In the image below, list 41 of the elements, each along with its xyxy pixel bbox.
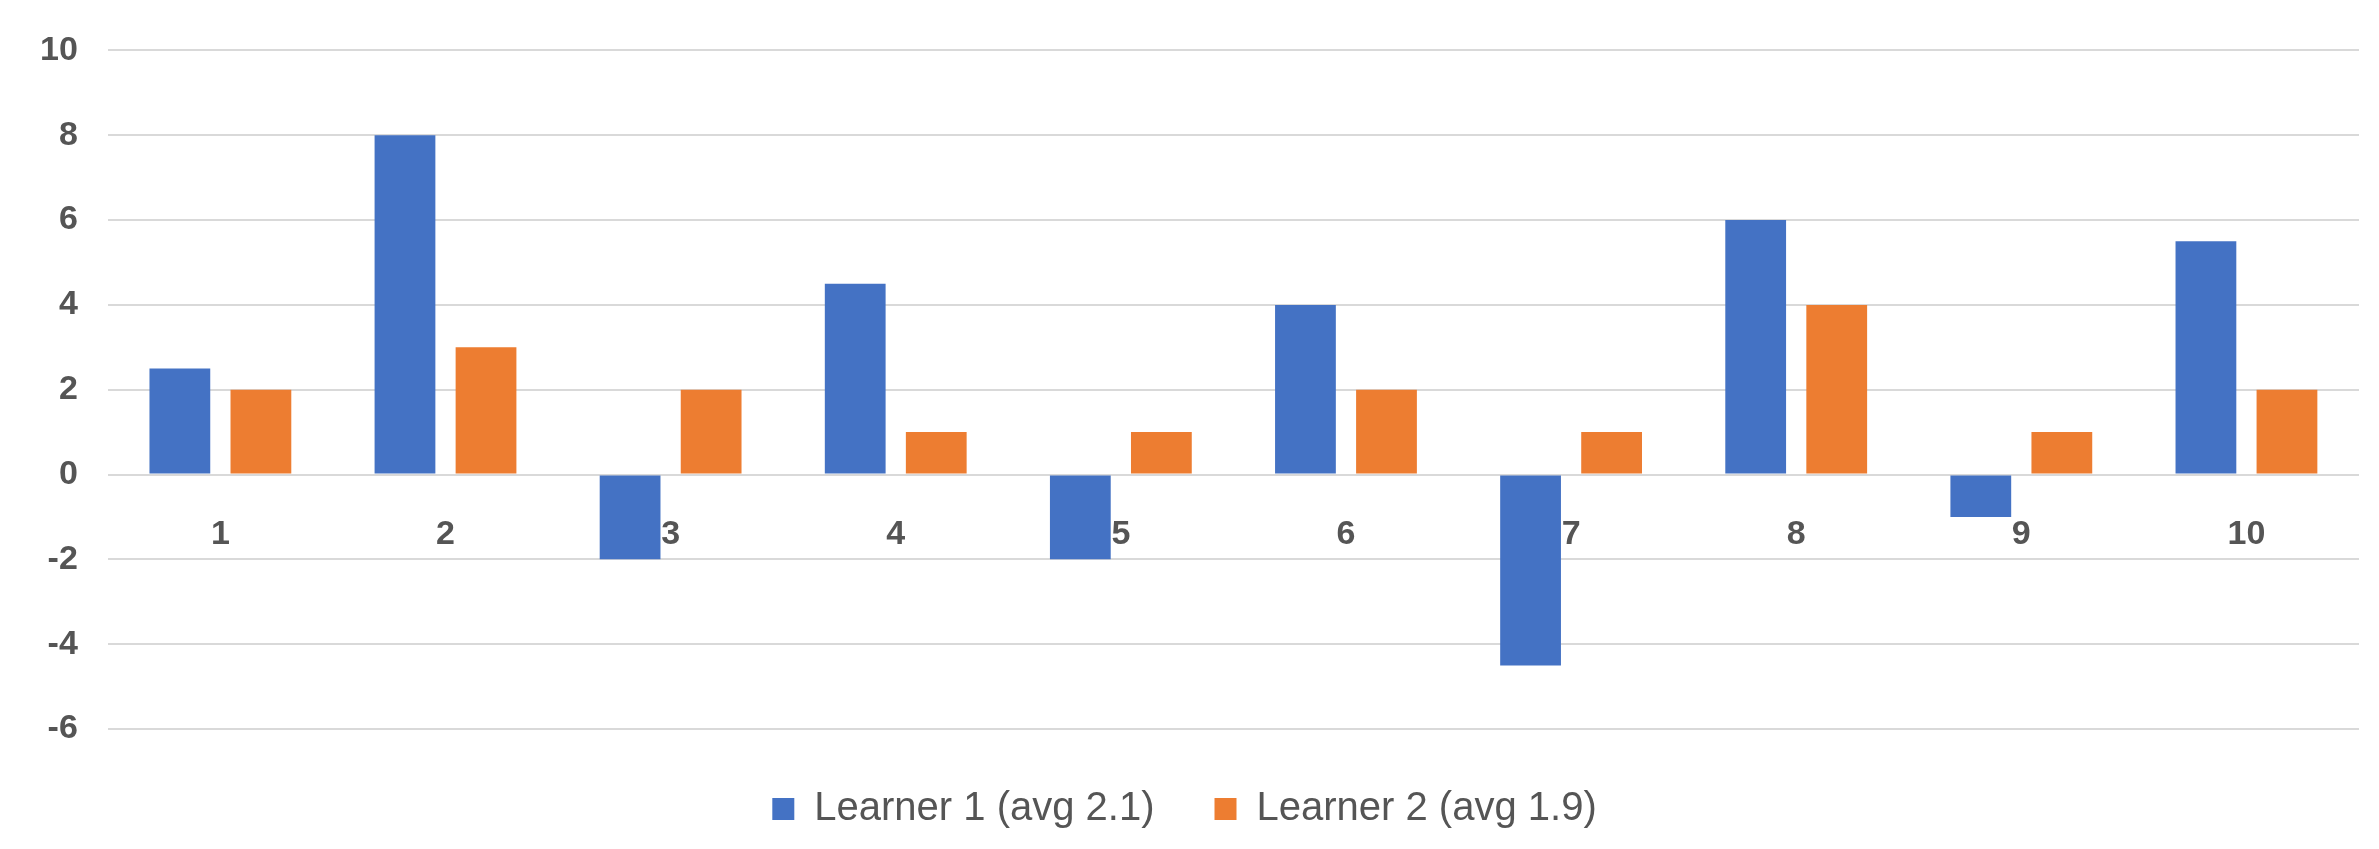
x-tick-label: 7: [1561, 513, 1581, 552]
bar: [680, 389, 742, 474]
bar: [2256, 389, 2318, 474]
bar: [1806, 304, 1868, 474]
bar: [374, 135, 436, 474]
bar: [1130, 432, 1192, 474]
bar: [2175, 241, 2237, 474]
y-tick-label: 0: [58, 452, 78, 491]
x-tick-label: 10: [2227, 513, 2266, 552]
y-tick-label: 4: [58, 283, 78, 322]
x-tick-label: 5: [1111, 513, 1131, 552]
x-tick-label: 6: [1336, 513, 1356, 552]
bar: [1049, 475, 1111, 560]
y-tick-label: 2: [58, 368, 78, 407]
x-tick-label: 8: [1786, 513, 1806, 552]
bar: [1725, 220, 1787, 474]
bar: [455, 347, 517, 474]
legend-label: Learner 1 (avg 2.1): [814, 784, 1155, 829]
bar: [1950, 475, 2012, 517]
bar: [599, 475, 661, 560]
bar: [824, 283, 886, 474]
x-tick-label: 2: [436, 513, 455, 552]
y-tick-label: 10: [39, 28, 78, 67]
x-tick-label: 3: [661, 513, 681, 552]
y-tick-label: -4: [47, 622, 78, 661]
bar: [1500, 475, 1561, 666]
x-tick-label: 1: [210, 513, 230, 552]
x-tick-label: 9: [2011, 513, 2031, 552]
y-tick-label: -6: [47, 707, 78, 746]
bar: [2031, 432, 2093, 474]
bar: [1356, 389, 1417, 474]
bar: [230, 389, 292, 474]
bar: [149, 368, 211, 474]
legend-label: Learner 2 (avg 1.9): [1256, 784, 1597, 829]
bar: [1275, 304, 1336, 474]
y-tick-label: 8: [58, 113, 78, 152]
y-tick-label: -2: [47, 537, 78, 576]
bar: [905, 432, 967, 474]
x-tick-label: 4: [886, 513, 906, 552]
y-tick-label: 6: [58, 198, 78, 237]
bar: [1581, 432, 1642, 474]
